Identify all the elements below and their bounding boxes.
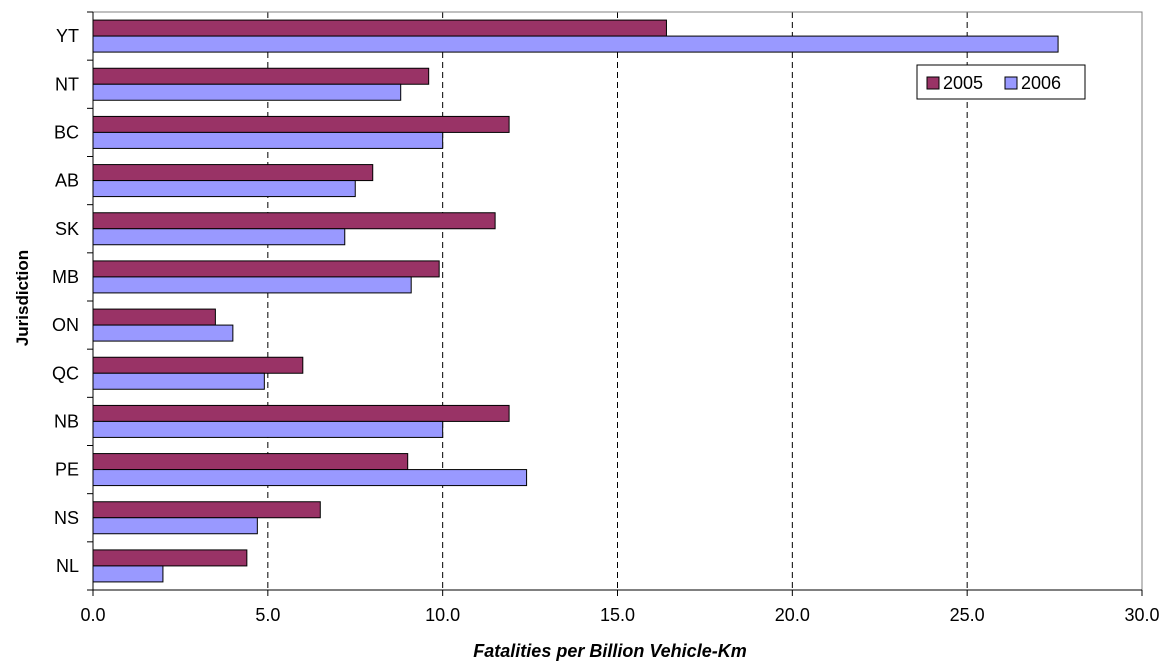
bar-2005-ON [92,308,216,326]
tick-labels: 0.0 5.0 10.0 15.0 20.0 25.0 30.0 YT NT BC AB SK MB ON… [52,26,1160,625]
x-tick-label: 20.0 [775,605,810,625]
x-tick-label: 0.0 [80,605,105,625]
legend-swatch-2005 [926,76,940,90]
legend-swatch-2006 [1004,76,1018,90]
bar-2005-NS [92,501,321,519]
y-tick-label: MB [52,267,79,287]
y-axis-title: Jurisdiction [13,250,32,346]
bar-2006-NB [92,420,444,438]
legend-box [916,64,1086,100]
x-axis-title: Fatalities per Billion Vehicle-Km [473,641,746,661]
x-tick-label: 25.0 [950,605,985,625]
bar-2005-AB [92,164,374,182]
bar-2006-NS [92,517,258,535]
bars [92,19,1059,583]
y-tick-label: AB [55,171,79,191]
bar-2006-ON [92,324,234,342]
bar-2006-SK [92,228,346,246]
y-tick-label: QC [52,363,79,383]
bar-2005-MB [92,260,440,278]
y-tick-label: NB [54,411,79,431]
y-tick-label: NL [56,556,79,576]
legend-label-2006: 2006 [1021,73,1061,93]
bar-2005-SK [92,212,496,230]
y-tick-label: SK [55,219,79,239]
bar-2006-NT [92,83,402,101]
x-tick-label: 5.0 [255,605,280,625]
y-tick-label: ON [52,315,79,335]
bar-2006-QC [92,372,265,390]
y-tick-label: PE [55,460,79,480]
x-tick-label: 15.0 [600,605,635,625]
y-tick-label: NT [55,74,79,94]
bar-2006-PE [92,469,528,487]
bar-2005-PE [92,453,409,471]
bar-2005-YT [92,19,667,37]
x-tick-label: 30.0 [1124,605,1159,625]
y-tick-label: NS [54,508,79,528]
bar-2006-AB [92,180,356,198]
bar-2005-QC [92,356,304,374]
bar-2006-YT [92,35,1059,53]
bar-2006-NL [92,565,164,583]
bar-2005-NT [92,67,430,85]
bar-2005-NB [92,404,510,422]
bar-2005-NL [92,549,248,567]
bar-2006-BC [92,131,444,149]
legend-label-2005: 2005 [943,73,983,93]
y-tick-label: BC [54,122,79,142]
bar-2005-BC [92,115,510,133]
x-tick-label: 10.0 [425,605,460,625]
grid-lines [267,12,968,590]
axes [87,11,1143,596]
bar-2006-MB [92,276,412,294]
y-tick-label: YT [56,26,79,46]
legend: 2005 2006 [916,64,1086,100]
